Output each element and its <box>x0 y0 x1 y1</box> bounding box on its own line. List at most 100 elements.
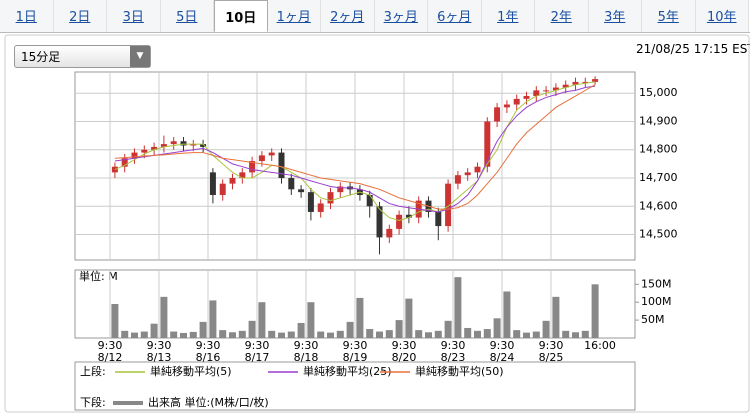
volume-bar <box>121 330 129 338</box>
x-tick-label: 9:30 8/25 <box>538 339 564 364</box>
legend-upper-label: 上段: <box>80 364 106 378</box>
dropdown-arrow[interactable]: ▼ <box>130 46 150 67</box>
volume-bar <box>493 318 501 338</box>
period-tab[interactable]: 1ヶ月 <box>267 0 321 32</box>
candle-body <box>249 161 256 173</box>
period-tab[interactable]: 6ヶ月 <box>428 0 482 32</box>
x-tick-label: 9:30 8/19 <box>342 339 368 364</box>
volume-unit: 単位: M <box>79 269 118 283</box>
volume-bar <box>572 332 579 338</box>
candle-body <box>190 144 197 146</box>
legend-label: 出来高 単位:(M株/口/枚) <box>148 395 269 409</box>
candle-body <box>111 166 118 173</box>
volume-bar <box>454 277 462 338</box>
moving-average-line <box>114 85 596 213</box>
volume-bar <box>346 321 354 338</box>
candle-body <box>317 203 324 212</box>
volume-bar <box>180 332 187 338</box>
y-tick-label: 14,500 <box>639 228 678 241</box>
candle-body <box>180 141 187 146</box>
candle-body <box>307 192 314 212</box>
volume-bar <box>425 332 432 338</box>
period-tab[interactable]: 2年 <box>535 0 589 32</box>
volume-bar <box>336 330 344 338</box>
volume-bar <box>434 330 442 338</box>
candle-body <box>219 183 226 195</box>
candle-body <box>376 206 383 238</box>
period-tab[interactable]: 1日 <box>0 0 54 32</box>
volume-bar <box>317 331 325 338</box>
candle-body <box>435 211 442 227</box>
volume-bar <box>356 297 364 338</box>
volume-bar <box>464 327 472 338</box>
candle-body <box>151 146 158 150</box>
x-tick-label: 9:30 8/17 <box>244 339 270 364</box>
period-tab[interactable]: 2日 <box>53 0 107 32</box>
volume-bar <box>131 332 138 338</box>
volume-bar <box>219 330 227 338</box>
legend-box <box>74 361 636 411</box>
candle-body <box>445 183 452 227</box>
x-tick-label: 9:30 8/24 <box>489 339 515 364</box>
volume-bar <box>160 296 168 338</box>
period-tab[interactable]: 10年 <box>695 0 749 32</box>
period-tab[interactable]: 3年 <box>588 0 642 32</box>
candle-body <box>523 96 530 99</box>
period-tab[interactable]: 5日 <box>160 0 214 32</box>
volume-bar <box>415 330 423 338</box>
candle-body <box>484 121 491 167</box>
volume-bar <box>523 332 530 338</box>
period-tab[interactable]: 5年 <box>642 0 696 32</box>
candle-body <box>572 81 579 85</box>
volume-bar <box>150 323 158 338</box>
volume-bar <box>297 322 305 338</box>
candle-body <box>454 175 461 184</box>
volume-tick-label: 150M <box>641 277 672 290</box>
volume-bar <box>581 330 589 338</box>
volume-bar <box>278 332 285 338</box>
volume-bar <box>513 330 521 338</box>
volume-bar <box>444 320 452 338</box>
candle-body <box>268 152 275 156</box>
period-tab[interactable]: 2ヶ月 <box>321 0 375 32</box>
candle-body <box>552 87 559 91</box>
candle-body <box>543 90 550 92</box>
legend-lower-label: 下段: <box>80 395 106 409</box>
chart-frame <box>4 34 750 413</box>
period-tab[interactable]: 3ヶ月 <box>374 0 428 32</box>
volume-bar <box>503 291 511 338</box>
volume-bar <box>395 320 403 338</box>
candle-body <box>327 192 334 204</box>
x-tick-label: 9:30 8/13 <box>146 339 172 364</box>
x-tick-label: 9:30 8/18 <box>293 339 319 364</box>
volume-bar <box>327 332 334 338</box>
interval-dropdown[interactable]: 15分足 ▼ <box>14 45 151 68</box>
volume-bar <box>474 330 481 338</box>
x-tick-label: 9:30 8/20 <box>391 339 417 364</box>
candle-body <box>239 172 246 179</box>
volume-bar <box>366 329 374 338</box>
volume-bar <box>268 330 276 338</box>
volume-bar <box>483 329 491 338</box>
volume-bar <box>307 302 315 338</box>
volume-bar <box>385 330 393 338</box>
y-tick-label: 14,900 <box>639 114 678 127</box>
volume-bar <box>248 320 256 338</box>
candle-body <box>562 84 569 88</box>
candle-body <box>582 81 589 83</box>
candle-body <box>494 107 501 122</box>
legend-label: 単純移動平均(5) <box>150 364 232 378</box>
candle-body <box>160 144 167 147</box>
volume-bar <box>111 304 119 338</box>
tab-bar: 1日 2日 3日 5日 10日 1ヶ月 2ヶ月 3ヶ月 6ヶ月 1年 2年 3年 5年 10年 <box>0 0 750 33</box>
x-end-label: 16:00 <box>584 339 616 352</box>
period-tab[interactable]: 1年 <box>481 0 535 32</box>
x-tick-label: 9:30 8/12 <box>97 339 123 364</box>
period-tab[interactable]: 3日 <box>107 0 161 32</box>
timestamp: 21/08/25 17:15 EST <box>636 42 750 56</box>
candle-body <box>533 90 540 97</box>
period-tab[interactable]: 10日 <box>214 0 268 32</box>
candle-body <box>386 228 393 238</box>
